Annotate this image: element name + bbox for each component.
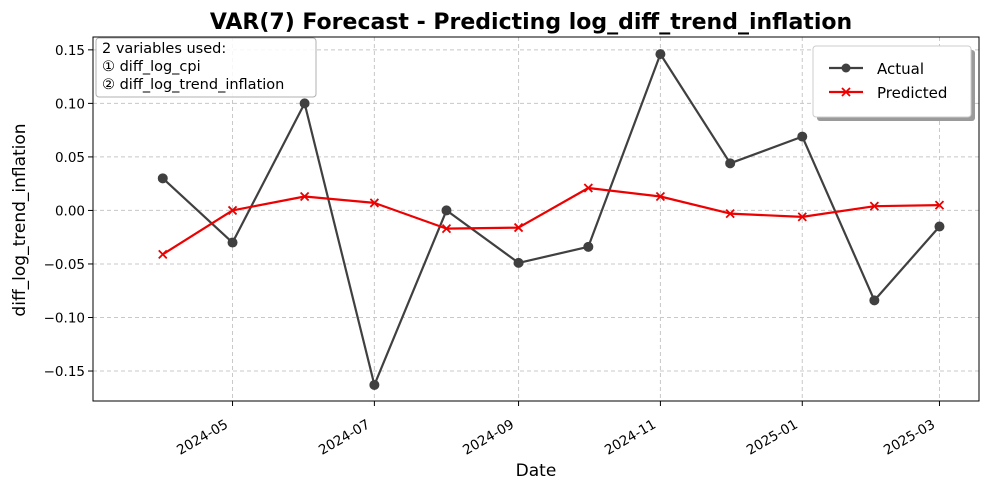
actual-point bbox=[227, 237, 238, 248]
predicted-point bbox=[227, 205, 238, 216]
actual-point bbox=[655, 49, 666, 60]
series-predicted-line bbox=[161, 186, 941, 256]
y-axis-ticks: −0.15 −0.10 −0.05 0.00 0.05 0.10 0.15 bbox=[44, 43, 93, 380]
predicted-point bbox=[934, 200, 945, 210]
actual-point bbox=[513, 257, 524, 268]
x-tick-label: 2024-05 bbox=[174, 417, 231, 459]
actual-point bbox=[299, 98, 310, 109]
y-tick-label: −0.10 bbox=[44, 310, 85, 326]
actual-point bbox=[725, 158, 736, 169]
y-tick-label: 0.15 bbox=[55, 43, 85, 59]
actual-point bbox=[934, 221, 945, 232]
legend-actual-label: Actual bbox=[877, 60, 924, 78]
plot-area-frame bbox=[92, 36, 980, 402]
series-actual-line bbox=[161, 52, 941, 386]
y-tick-label: −0.15 bbox=[44, 364, 85, 380]
predicted-point bbox=[441, 223, 452, 234]
predicted-point bbox=[583, 183, 593, 193]
predicted-point bbox=[299, 191, 310, 202]
actual-point bbox=[441, 205, 452, 216]
variables-note-item-1: ① diff_log_cpi bbox=[102, 59, 201, 75]
x-tick-label: 2024-07 bbox=[316, 417, 373, 459]
predicted-point bbox=[869, 201, 879, 211]
actual-point bbox=[869, 295, 880, 306]
x-tick-label: 2024-09 bbox=[460, 417, 517, 459]
x-tick-label: 2025-03 bbox=[881, 417, 938, 459]
x-axis-ticks: 2024-05 2024-07 2024-09 2024-11 2025-01 2025-… bbox=[174, 401, 940, 459]
legend-actual-marker bbox=[841, 63, 851, 73]
chart-title: VAR(7) Forecast - Predicting log_diff_tr… bbox=[210, 10, 852, 35]
predicted-point bbox=[655, 191, 666, 202]
actual-point bbox=[583, 241, 594, 252]
predicted-point bbox=[797, 212, 807, 222]
y-tick-label: 0.10 bbox=[55, 96, 85, 112]
y-tick-label: −0.05 bbox=[44, 257, 85, 273]
legend-box bbox=[812, 45, 972, 118]
predicted-point bbox=[369, 198, 380, 208]
series-predicted bbox=[158, 183, 945, 259]
legend-predicted-marker bbox=[841, 87, 851, 97]
series-layer bbox=[157, 49, 945, 390]
y-tick-label: 0.00 bbox=[55, 203, 85, 219]
legend-predicted-x-mark bbox=[841, 87, 851, 97]
predicted-point bbox=[513, 222, 524, 233]
x-tick-label: 2025-01 bbox=[744, 417, 801, 459]
legend: Actual Predicted bbox=[812, 45, 975, 121]
series-actual bbox=[157, 49, 945, 390]
variables-note-heading: 2 variables used: bbox=[102, 41, 226, 57]
legend-predicted-label: Predicted bbox=[877, 84, 947, 102]
y-axis-label: diff_log_trend_inflation bbox=[10, 123, 30, 316]
predicted-point bbox=[158, 249, 168, 259]
variables-note-box bbox=[95, 37, 317, 98]
actual-point bbox=[157, 173, 168, 184]
y-tick-label: 0.05 bbox=[55, 150, 85, 166]
actual-point bbox=[797, 131, 808, 142]
x-tick-label: 2024-11 bbox=[602, 417, 659, 459]
actual-point bbox=[369, 379, 380, 390]
variables-note-item-2: ② diff_log_trend_inflation bbox=[102, 77, 284, 93]
x-axis-label: Date bbox=[516, 461, 557, 481]
predicted-point bbox=[725, 209, 735, 219]
variables-note: 2 variables used: ① diff_log_cpi ② diff_… bbox=[95, 37, 317, 98]
